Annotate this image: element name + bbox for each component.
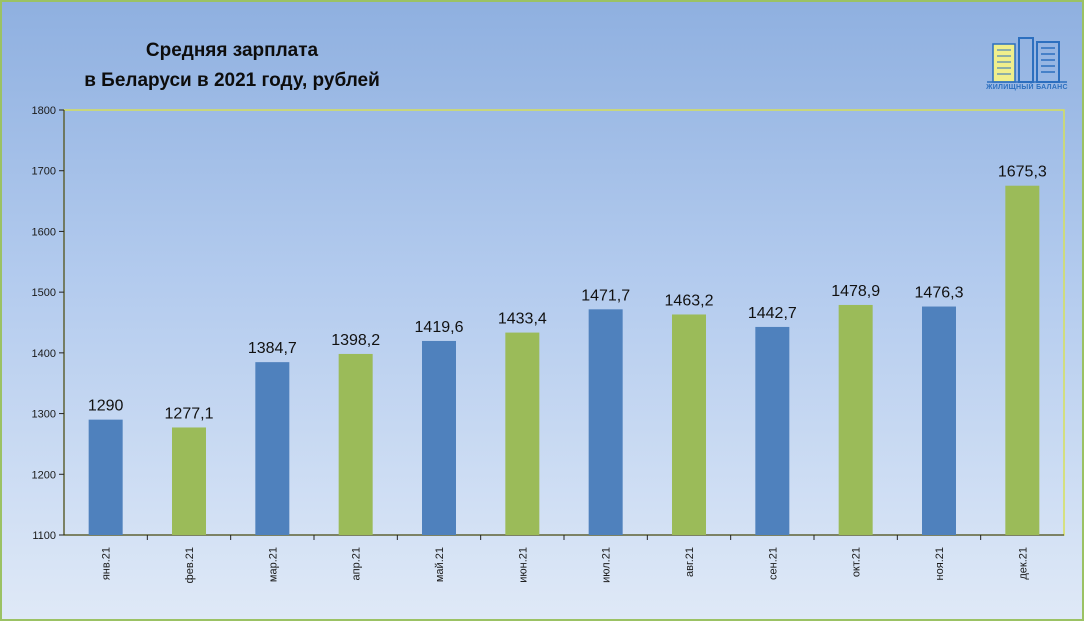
zhilishchny-balans-logo: ЖИЛИЩНЫЙ БАЛАНС bbox=[977, 36, 1077, 96]
x-category-label: авг.21 bbox=[684, 547, 696, 577]
chart-title: Средняя зарплата в Беларуси в 2021 году,… bbox=[62, 36, 402, 96]
data-label: 1478,9 bbox=[831, 283, 880, 300]
data-label: 1433,4 bbox=[498, 311, 547, 328]
data-label: 1384,7 bbox=[248, 340, 297, 357]
plot-area-border bbox=[63, 109, 1065, 536]
x-category-label: сен.21 bbox=[767, 547, 779, 580]
bar bbox=[838, 304, 873, 535]
y-tick-label: 1400 bbox=[32, 348, 56, 360]
x-category-label: окт.21 bbox=[851, 547, 863, 577]
bar bbox=[88, 419, 123, 535]
bar bbox=[255, 362, 290, 535]
data-label: 1463,2 bbox=[665, 292, 714, 309]
x-category-label: ноя.21 bbox=[934, 547, 946, 580]
x-category-label: май.21 bbox=[434, 547, 446, 582]
y-tick-label: 1500 bbox=[32, 287, 56, 299]
data-label: 1398,2 bbox=[331, 332, 380, 349]
logo-text: ЖИЛИЩНЫЙ БАЛАНС bbox=[986, 84, 1068, 91]
y-tick-label: 1600 bbox=[32, 226, 56, 238]
data-label: 1290 bbox=[88, 398, 124, 415]
logo-building-icon bbox=[987, 37, 1067, 83]
data-label: 1675,3 bbox=[998, 164, 1047, 181]
bar bbox=[755, 326, 790, 535]
x-category-label: июл.21 bbox=[601, 547, 613, 583]
x-category-label: апр.21 bbox=[351, 547, 363, 580]
data-label: 1277,1 bbox=[165, 405, 214, 422]
y-tick-label: 1100 bbox=[32, 530, 56, 542]
bar bbox=[338, 353, 373, 535]
y-tick-label: 1300 bbox=[32, 409, 56, 421]
data-label: 1442,7 bbox=[748, 305, 797, 322]
bar bbox=[505, 332, 540, 535]
bar bbox=[422, 340, 456, 535]
y-tick-label: 1700 bbox=[32, 166, 56, 178]
y-tick-label: 1200 bbox=[32, 469, 56, 481]
x-category-label: дек.21 bbox=[1017, 547, 1029, 580]
bar bbox=[672, 314, 706, 535]
data-label: 1471,7 bbox=[581, 287, 630, 304]
chart-title-line-2: в Беларуси в 2021 году, рублей bbox=[84, 70, 380, 91]
data-label: 1476,3 bbox=[915, 285, 964, 302]
bar bbox=[172, 427, 206, 535]
bar bbox=[1005, 185, 1040, 536]
x-category-label: фев.21 bbox=[184, 547, 196, 583]
x-category-label: июн.21 bbox=[517, 547, 529, 583]
y-tick-label: 1800 bbox=[32, 105, 56, 117]
x-category-label: мар.21 bbox=[267, 547, 279, 582]
data-label: 1419,6 bbox=[415, 319, 464, 336]
bar bbox=[588, 309, 623, 535]
x-category-label: янв.21 bbox=[101, 547, 113, 580]
bar bbox=[922, 306, 956, 535]
chart-title-line-1: Средняя зарплата bbox=[145, 40, 319, 61]
